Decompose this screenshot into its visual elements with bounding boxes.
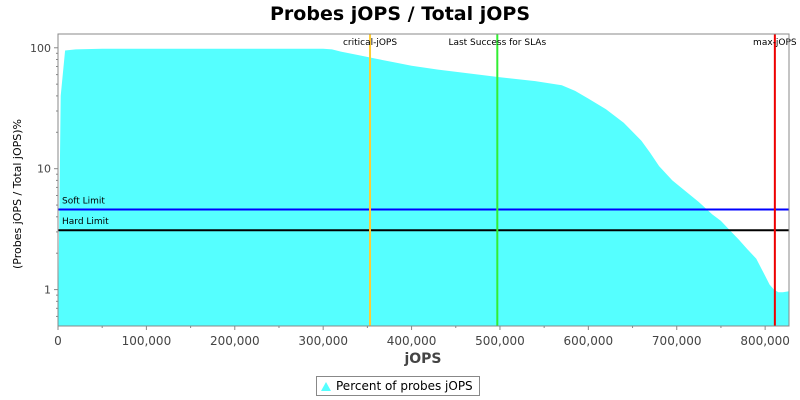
vertical-marker-label-2: max-jOPS [753,38,797,48]
y-axis: 1 10 100 [30,42,58,317]
series-area-0 [58,48,789,327]
y-tick-label-1: 10 [37,163,51,176]
horizontal-markers: Soft Limit Hard Limit [58,196,789,232]
horizontal-marker-label-0: Soft Limit [62,196,105,206]
horizontal-marker-label-1: Hard Limit [62,217,109,227]
x-tick-label-6: 600,000 [564,334,614,348]
y-axis-label: (Probes jOPS / Total jOPS)% [11,119,24,269]
vertical-markers: critical-jOPS Last Success for SLAs max-jO… [343,34,797,326]
x-tick-label-7: 700,000 [652,334,702,348]
legend-swatch-icon [321,381,331,391]
series-area [58,48,789,327]
x-tick-label-1: 100,000 [122,334,172,348]
x-tick-label-3: 300,000 [298,334,348,348]
legend: Percent of probes jOPS [316,376,480,396]
vertical-marker-label-1: Last Success for SLAs [448,38,546,48]
x-tick-label-0: 0 [54,334,62,348]
x-tick-label-4: 400,000 [387,334,437,348]
chart-title: Probes jOPS / Total jOPS [270,3,530,25]
y-tick-label-2: 100 [30,42,51,55]
vertical-marker-label-0: critical-jOPS [343,38,397,48]
x-tick-label-5: 500,000 [475,334,525,348]
y-tick-label-0: 1 [44,284,51,297]
x-axis-label: jOPS [403,351,441,367]
x-tick-label-2: 200,000 [210,334,260,348]
x-tick-label-8: 800,000 [740,334,790,348]
legend-label: Percent of probes jOPS [336,379,473,393]
x-axis: 0 100,000 200,000 300,000 400,000 500,000 600,… [54,326,790,348]
